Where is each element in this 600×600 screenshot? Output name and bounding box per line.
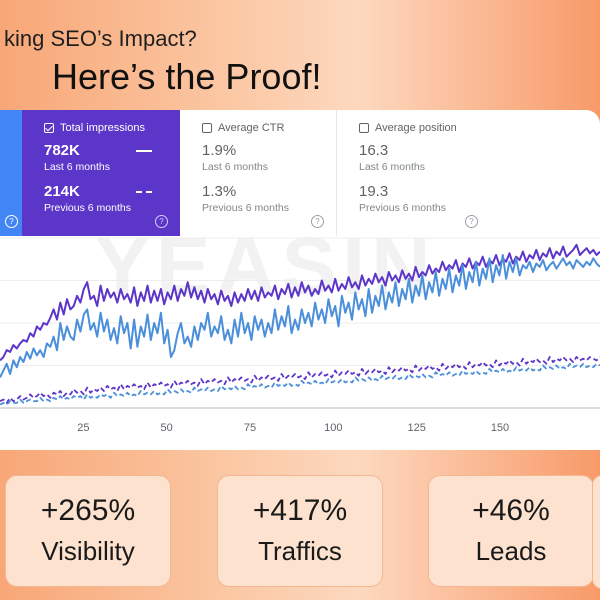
x-tick-label: 125 <box>407 422 425 434</box>
metric-previous-period: Previous 6 months <box>202 202 289 214</box>
checkbox-unchecked-icon[interactable] <box>202 123 212 133</box>
stat-label: Visibility <box>41 536 135 566</box>
help-icon[interactable]: ? <box>311 215 324 228</box>
x-tick-label: 75 <box>244 422 256 434</box>
metric-previous-value: 19.3 <box>359 183 389 200</box>
metric-previous-value: 1.3% <box>202 183 237 200</box>
series-line-3 <box>0 362 600 406</box>
metric-previous-period: Previous 6 months <box>44 202 131 214</box>
stat-card-visibility: +265% Visibility <box>5 475 171 587</box>
series-line-1 <box>0 254 600 378</box>
stat-label: Traffics <box>258 536 342 566</box>
metric-tab-clicks[interactable]: ? <box>0 110 22 236</box>
stat-value: +417% <box>252 494 348 527</box>
metric-current-period: Last 6 months <box>202 161 268 173</box>
headline-main: Here’s the Proof! <box>52 56 322 97</box>
metric-label: Total impressions <box>60 122 145 134</box>
x-tick-label: 100 <box>324 422 342 434</box>
solid-line-legend-icon <box>136 149 152 152</box>
stat-value: +46% <box>472 494 550 527</box>
stat-card-partial <box>592 475 600 589</box>
checkbox-checked-icon[interactable] <box>44 123 54 133</box>
help-icon[interactable]: ? <box>5 215 18 228</box>
series-line-0 <box>0 243 600 362</box>
metric-previous-value: 214K <box>44 183 80 200</box>
x-tick-label: 50 <box>161 422 173 434</box>
x-tick-label: 25 <box>77 422 89 434</box>
tagline: king SEO’s Impact? <box>4 26 197 51</box>
stat-card-leads: +46% Leads <box>428 475 594 587</box>
metric-tab-ctr[interactable]: Average CTR 1.9% Last 6 months 1.3% Prev… <box>180 110 337 236</box>
metric-current-value: 782K <box>44 142 80 159</box>
metric-current-value: 1.9% <box>202 142 237 159</box>
stat-value: +265% <box>40 494 136 527</box>
dashed-line-legend-icon <box>136 190 152 193</box>
help-icon[interactable]: ? <box>155 215 168 228</box>
metric-tab-impressions[interactable]: Total impressions 782K Last 6 months 214… <box>22 110 180 236</box>
metric-previous-period: Previous 6 months <box>359 202 446 214</box>
metric-tab-position[interactable]: Average position 16.3 Last 6 months 19.3… <box>337 110 490 236</box>
help-icon[interactable]: ? <box>465 215 478 228</box>
checkbox-unchecked-icon[interactable] <box>359 123 369 133</box>
stat-card-traffics: +417% Traffics <box>217 475 383 587</box>
performance-chart: 25 50 75 100 125 150 <box>0 237 600 434</box>
metric-current-period: Last 6 months <box>359 161 425 173</box>
metric-current-period: Last 6 months <box>44 161 110 173</box>
metric-label: Average position <box>375 122 457 134</box>
series-line-2 <box>0 356 600 404</box>
x-tick-label: 150 <box>491 422 509 434</box>
headline: king SEO’s Impact? Here’s the Proof! <box>0 0 600 110</box>
stat-label: Leads <box>475 536 547 566</box>
metric-current-value: 16.3 <box>359 142 389 159</box>
metric-label: Average CTR <box>218 122 285 134</box>
